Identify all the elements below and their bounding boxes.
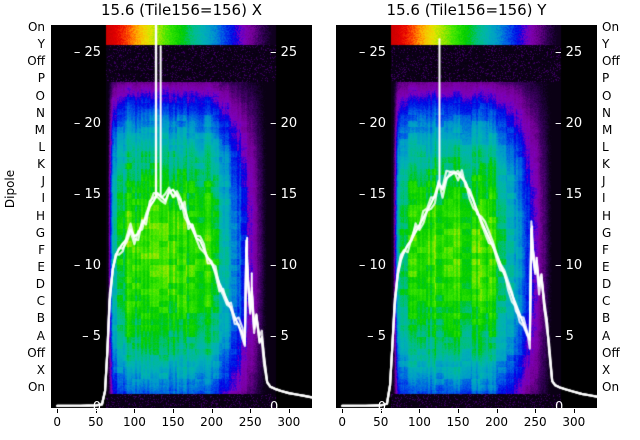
category-tick-left-13: F xyxy=(38,242,45,257)
x-tick-mark-1-50 xyxy=(380,409,382,413)
category-tick-right-9: J xyxy=(602,174,606,189)
x-tick-label-1-100: 100 xyxy=(407,415,431,429)
category-tick-left-3: P xyxy=(37,71,45,86)
category-tick-right-5: N xyxy=(602,105,611,120)
heatmap-panel-x xyxy=(51,25,312,408)
category-tick-right-13: F xyxy=(602,242,609,257)
category-tick-left-7: L xyxy=(38,140,45,154)
x-tick-mark-1-0 xyxy=(342,409,344,413)
category-tick-right-17: B xyxy=(602,311,611,326)
category-tick-right-10: I xyxy=(602,191,606,206)
x-tick-mark-0-50 xyxy=(95,409,97,413)
x-tick-label-1-50: 50 xyxy=(373,415,389,429)
x-tick-label-1-150: 150 xyxy=(446,415,470,429)
category-tick-left-1: Y xyxy=(37,37,45,52)
category-tick-left-5: N xyxy=(36,105,45,120)
category-tick-left-6: M xyxy=(34,122,45,137)
x-tick-label-1-200: 200 xyxy=(485,415,509,429)
category-tick-right-7: L xyxy=(602,140,609,154)
x-tick-label-0-300: 300 xyxy=(277,415,301,429)
x-tick-label-0-150: 150 xyxy=(161,415,185,429)
x-tick-label-1-300: 300 xyxy=(562,415,586,429)
category-tick-left-11: H xyxy=(35,208,45,223)
category-tick-right-11: H xyxy=(602,208,612,223)
category-tick-left-8: K xyxy=(37,157,45,172)
heatmap-canvas-x xyxy=(51,25,312,408)
category-ticks-left: On Y Off P O N M L K J I H G F E D C B A Off X On xyxy=(0,0,49,440)
category-tick-right-8: K xyxy=(602,157,610,172)
category-tick-left-17: B xyxy=(36,311,45,326)
x-tick-label-1-0: 0 xyxy=(338,415,346,429)
category-tick-left-4: O xyxy=(35,88,45,103)
panel-title-left: 15.6 (Tile156=156) X xyxy=(100,1,262,19)
category-tick-right-4: O xyxy=(602,88,612,103)
category-tick-right-1: Y xyxy=(602,37,610,52)
category-tick-left-15: D xyxy=(35,277,45,292)
category-tick-left-12: G xyxy=(35,225,45,240)
x-tick-mark-0-300 xyxy=(288,409,290,413)
x-tick-label-0-250: 250 xyxy=(238,415,262,429)
category-tick-right-19: Off xyxy=(602,345,620,360)
category-tick-left-10: I xyxy=(41,191,45,206)
category-tick-left-18: A xyxy=(36,328,45,343)
x-tick-mark-1-150 xyxy=(458,409,459,413)
x-tick-mark-1-250 xyxy=(535,409,537,413)
x-tick-label-0-50: 50 xyxy=(88,415,104,429)
category-tick-right-18: A xyxy=(602,328,611,343)
category-tick-right-12: G xyxy=(602,225,612,240)
category-tick-left-21: On xyxy=(27,380,45,394)
heatmap-canvas-y xyxy=(336,25,597,408)
x-tick-mark-1-100 xyxy=(419,409,421,413)
category-tick-right-3: P xyxy=(602,71,610,86)
x-tick-mark-0-250 xyxy=(250,409,252,413)
category-tick-right-15: D xyxy=(602,277,612,292)
x-tick-label-1-250: 250 xyxy=(523,415,547,429)
panel-title-right: 15.6 (Tile156=156) Y xyxy=(386,1,547,19)
x-tick-label-0-200: 200 xyxy=(200,415,224,429)
category-tick-left-19: Off xyxy=(27,345,45,360)
x-tick-mark-0-100 xyxy=(134,409,136,413)
category-tick-right-2: Off xyxy=(602,54,620,69)
category-tick-left-16: C xyxy=(36,294,45,309)
x-tick-mark-1-300 xyxy=(573,409,575,413)
x-tick-mark-0-0 xyxy=(57,409,59,413)
category-tick-left-2: Off xyxy=(27,54,45,69)
category-tick-left-20: X xyxy=(36,362,45,377)
heatmap-panel-y xyxy=(336,25,597,408)
category-tick-left-0: On xyxy=(27,20,45,34)
category-tick-right-21: On xyxy=(602,380,620,394)
category-tick-left-9: J xyxy=(41,174,45,189)
x-tick-mark-0-200 xyxy=(211,409,213,413)
category-tick-right-14: E xyxy=(602,260,610,274)
x-tick-mark-1-200 xyxy=(496,409,498,413)
x-tick-mark-0-150 xyxy=(173,409,174,413)
x-tick-label-0-0: 0 xyxy=(53,415,61,429)
category-tick-right-6: M xyxy=(602,122,613,137)
x-tick-label-0-100: 100 xyxy=(122,415,146,429)
category-tick-right-20: X xyxy=(602,362,611,377)
category-tick-right-16: C xyxy=(602,294,611,309)
category-tick-right-0: On xyxy=(602,20,620,34)
category-tick-left-14: E xyxy=(37,260,45,274)
